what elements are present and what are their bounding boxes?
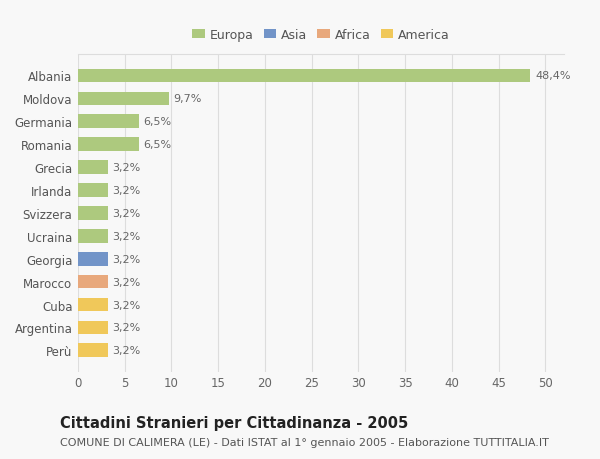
Bar bbox=[78, 92, 169, 106]
Bar bbox=[78, 252, 108, 266]
Text: 3,2%: 3,2% bbox=[113, 231, 141, 241]
Text: Cittadini Stranieri per Cittadinanza - 2005: Cittadini Stranieri per Cittadinanza - 2… bbox=[60, 415, 408, 431]
Text: COMUNE DI CALIMERA (LE) - Dati ISTAT al 1° gennaio 2005 - Elaborazione TUTTITALI: COMUNE DI CALIMERA (LE) - Dati ISTAT al … bbox=[60, 437, 549, 447]
Text: 3,2%: 3,2% bbox=[113, 300, 141, 310]
Bar bbox=[78, 230, 108, 243]
Text: 3,2%: 3,2% bbox=[113, 208, 141, 218]
Text: 6,5%: 6,5% bbox=[143, 140, 172, 150]
Text: 3,2%: 3,2% bbox=[113, 163, 141, 173]
Bar bbox=[78, 298, 108, 312]
Text: 48,4%: 48,4% bbox=[535, 71, 571, 81]
Bar bbox=[78, 344, 108, 358]
Text: 3,2%: 3,2% bbox=[113, 323, 141, 333]
Bar bbox=[78, 207, 108, 220]
Bar bbox=[78, 184, 108, 197]
Text: 3,2%: 3,2% bbox=[113, 254, 141, 264]
Text: 3,2%: 3,2% bbox=[113, 185, 141, 196]
Text: 3,2%: 3,2% bbox=[113, 277, 141, 287]
Bar bbox=[78, 275, 108, 289]
Text: 9,7%: 9,7% bbox=[173, 94, 202, 104]
Bar bbox=[78, 161, 108, 174]
Bar bbox=[78, 69, 530, 83]
Bar bbox=[78, 138, 139, 152]
Text: 6,5%: 6,5% bbox=[143, 117, 172, 127]
Bar bbox=[78, 321, 108, 335]
Bar bbox=[78, 115, 139, 129]
Text: 3,2%: 3,2% bbox=[113, 346, 141, 356]
Legend: Europa, Asia, Africa, America: Europa, Asia, Africa, America bbox=[190, 27, 452, 45]
